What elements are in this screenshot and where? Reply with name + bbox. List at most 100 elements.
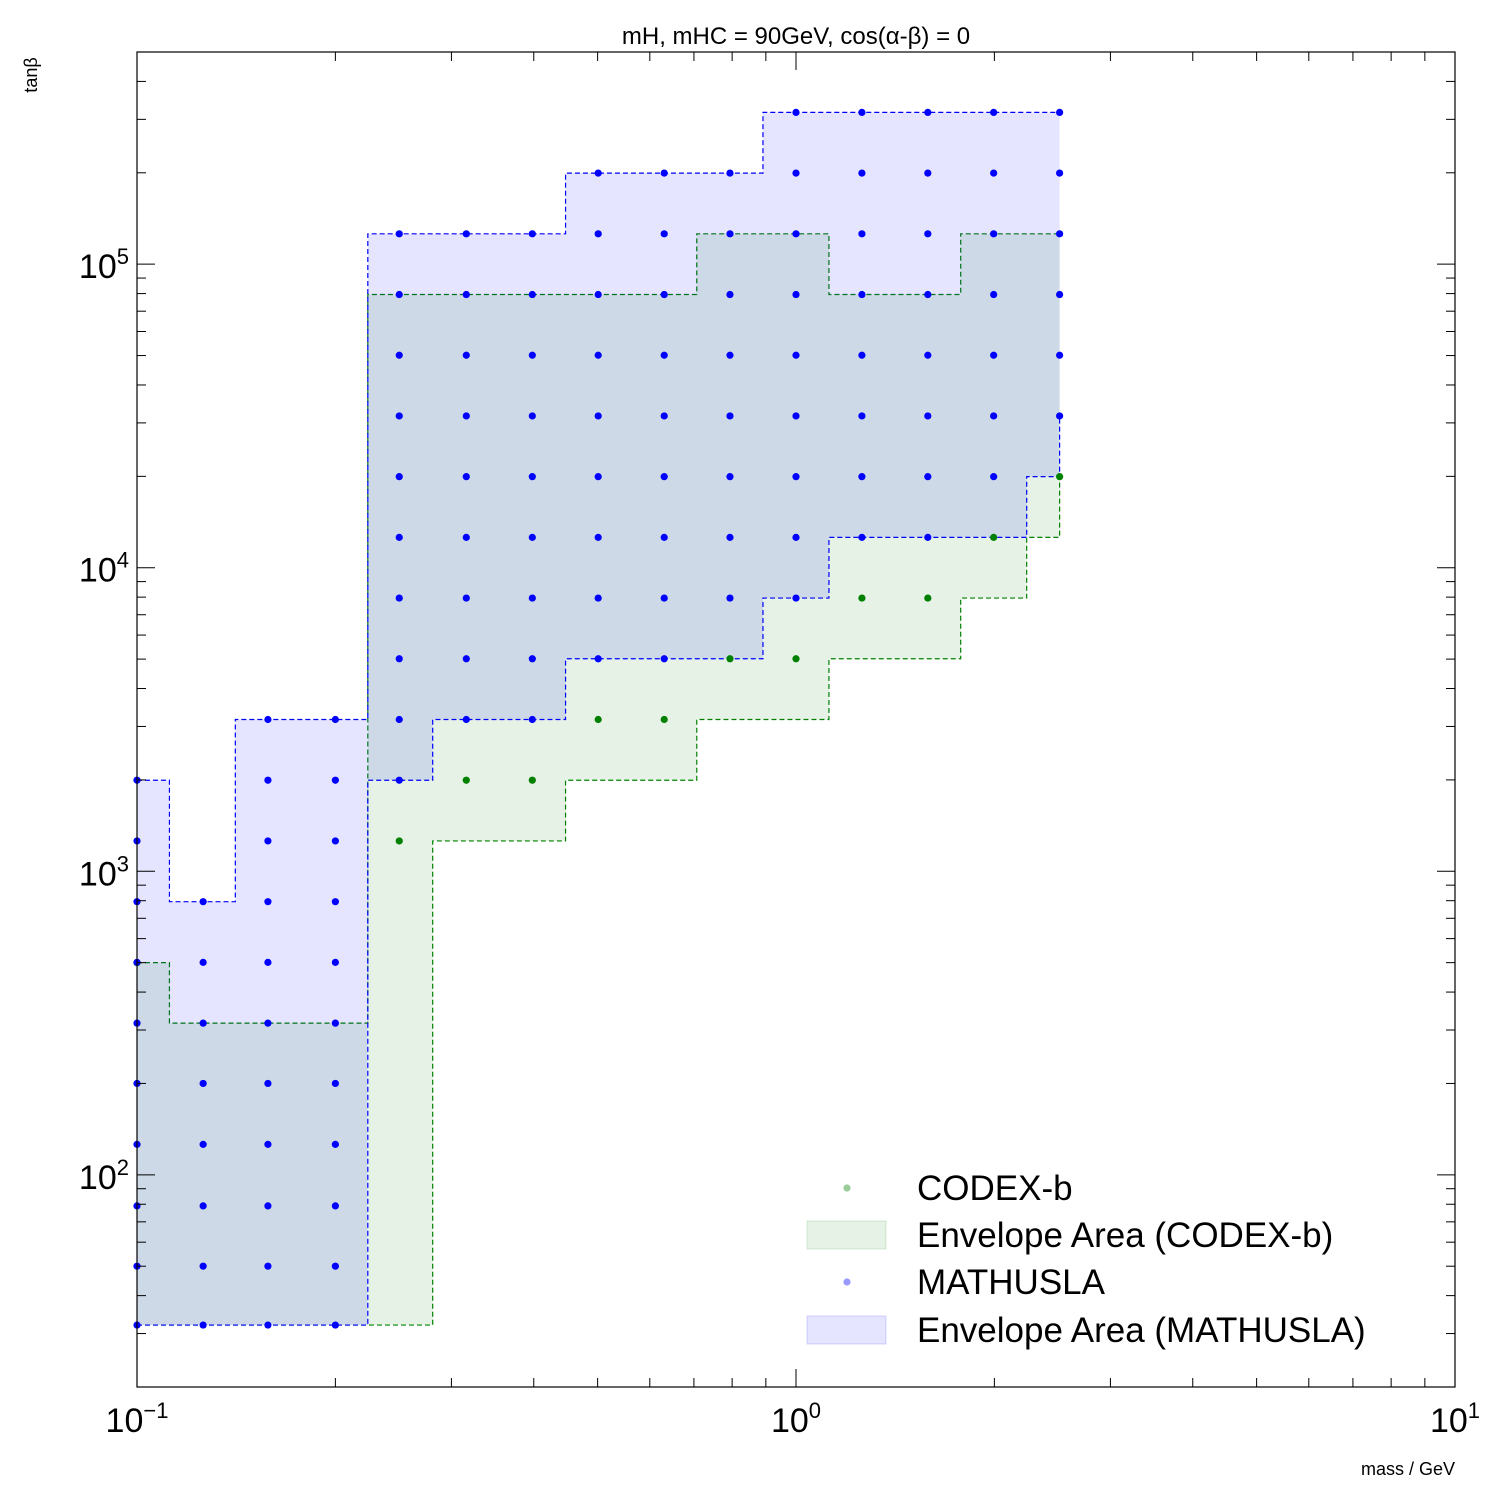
mathusla-point (726, 412, 734, 420)
mathusla-point (264, 1079, 272, 1088)
mathusla-point (1056, 290, 1064, 299)
mathusla-point (990, 351, 998, 359)
mathusla-point (594, 412, 602, 420)
mathusla-point (264, 1019, 272, 1027)
y-tick-label: 105 (79, 244, 129, 286)
legend-marker (843, 1184, 851, 1192)
y-tick-label-exponent: 3 (117, 851, 129, 876)
x-tick-label-exponent: 0 (809, 1398, 821, 1423)
envelope-area-0 (137, 233, 1060, 1326)
mathusla-point (990, 230, 998, 238)
mathusla-point (395, 655, 403, 663)
mathusla-point (660, 533, 668, 541)
mathusla-point (1056, 230, 1064, 238)
data-points (133, 108, 1064, 1329)
mathusla-point (331, 1321, 339, 1329)
mathusla-point (726, 230, 734, 238)
mathusla-point (792, 169, 800, 177)
mathusla-point (264, 1140, 272, 1148)
mathusla-point (395, 412, 403, 420)
chart-title: mH, mHC = 90GeV, cos(α-β) = 0 (622, 23, 970, 50)
mathusla-point (528, 412, 536, 420)
mathusla-point (1056, 108, 1064, 116)
mathusla-point (199, 1321, 207, 1329)
mathusla-point (726, 169, 734, 177)
codex-b-point (858, 594, 866, 602)
mathusla-point (395, 473, 403, 481)
mathusla-point (462, 351, 470, 359)
mathusla-point (594, 290, 602, 299)
mathusla-point (528, 655, 536, 663)
mathusla-point (528, 533, 536, 541)
mathusla-point (1056, 412, 1064, 420)
legend-label: Envelope Area (CODEX-b) (917, 1216, 1333, 1255)
mathusla-point (924, 351, 932, 359)
mathusla-point (924, 412, 932, 420)
mathusla-point (924, 533, 932, 541)
mathusla-point (462, 594, 470, 602)
mathusla-point (594, 594, 602, 602)
mathusla-point (660, 412, 668, 420)
x-tick-label: 100 (771, 1398, 821, 1440)
mathusla-point (792, 533, 800, 541)
mathusla-point (726, 290, 734, 299)
mathusla-point (660, 290, 668, 299)
mathusla-point (594, 655, 602, 663)
legend-label: MATHUSLA (917, 1263, 1106, 1302)
x-axis-label: mass / GeV (1361, 1459, 1455, 1479)
mathusla-point (660, 473, 668, 481)
mathusla-point (990, 290, 998, 299)
mathusla-point (395, 290, 403, 299)
mathusla-point (726, 473, 734, 481)
legend-label: Envelope Area (MATHUSLA) (917, 1311, 1366, 1350)
mathusla-point (990, 412, 998, 420)
mathusla-point (528, 594, 536, 602)
mathusla-point (331, 1262, 339, 1270)
mathusla-point (264, 837, 272, 845)
y-tick-label: 104 (79, 548, 129, 590)
mathusla-point (924, 473, 932, 481)
y-tick-label-exponent: 4 (117, 548, 129, 573)
codex-b-point (1056, 473, 1064, 481)
mathusla-point (726, 533, 734, 541)
mathusla-point (792, 230, 800, 238)
mathusla-point (264, 1321, 272, 1329)
mathusla-point (990, 108, 998, 116)
mathusla-point (199, 1140, 207, 1148)
x-tick-label: 10−1 (106, 1398, 169, 1440)
envelope-upper-line-0 (137, 233, 1060, 1024)
codex-b-point (660, 715, 668, 724)
mathusla-point (792, 473, 800, 481)
codex-b-point (792, 655, 800, 663)
codex-b-point (990, 533, 998, 541)
mathusla-point (264, 1262, 272, 1270)
mathusla-point (792, 412, 800, 420)
mathusla-point (924, 108, 932, 116)
mathusla-point (331, 958, 339, 966)
mathusla-point (462, 473, 470, 481)
mathusla-point (792, 108, 800, 116)
mathusla-point (858, 473, 866, 481)
mathusla-point (264, 958, 272, 966)
mathusla-point (594, 230, 602, 238)
codex-b-point (924, 594, 932, 602)
x-tick-label-base: 10 (106, 1402, 144, 1440)
y-axis-label: tanβ (21, 57, 41, 92)
mathusla-point (990, 473, 998, 481)
legend-label: CODEX-b (917, 1169, 1073, 1208)
mathusla-point (331, 715, 339, 724)
envelope-area-1 (137, 112, 1060, 1326)
mathusla-point (462, 715, 470, 724)
mathusla-point (924, 230, 932, 238)
mathusla-point (858, 230, 866, 238)
mathusla-point (395, 776, 403, 784)
mathusla-point (264, 1202, 272, 1210)
mathusla-point (858, 533, 866, 541)
mathusla-point (1056, 351, 1064, 359)
mathusla-point (199, 898, 207, 906)
envelope-areas (137, 111, 1061, 1326)
plot-frame (136, 51, 1456, 1388)
mathusla-point (331, 1202, 339, 1210)
mathusla-point (660, 594, 668, 602)
